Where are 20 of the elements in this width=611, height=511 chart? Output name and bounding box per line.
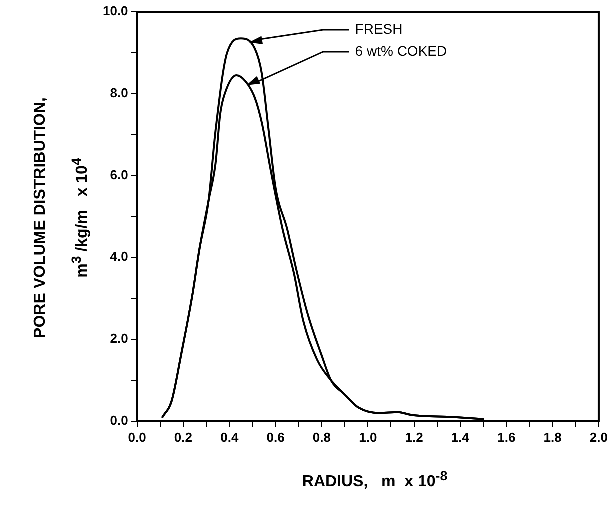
x-tick-label: 1.0 — [359, 430, 378, 445]
text: FRESH — [355, 20, 403, 37]
x-tick-label: 1.2 — [405, 430, 424, 445]
x-tick-label: 1.6 — [498, 430, 516, 445]
y-tick-label: 0.0 — [110, 412, 128, 428]
x-tick-label: 1.4 — [451, 430, 470, 445]
x-axis-title: RADIUS, m x 10$^{-8}$ — [302, 468, 448, 492]
x-tick-label: 0.2 — [174, 430, 193, 445]
y-tick-label: 2.0 — [110, 331, 128, 346]
y-tick-label: 8.0 — [110, 85, 128, 100]
text: 6 wt% COKED — [355, 42, 448, 59]
x-tick-label: 0.4 — [220, 430, 240, 445]
x-tick-label: 1.8 — [544, 430, 562, 445]
y-tick-label: 4.0 — [110, 249, 128, 264]
x-tick-label: 2.0 — [590, 430, 608, 445]
y-tick-label: 6.0 — [110, 167, 128, 182]
x-tick-label: 0.6 — [266, 430, 285, 445]
x-tick-label: 0.0 — [128, 430, 146, 445]
y-tick-label: 10.0 — [102, 4, 128, 19]
x-tick-label: 0.8 — [312, 430, 332, 445]
